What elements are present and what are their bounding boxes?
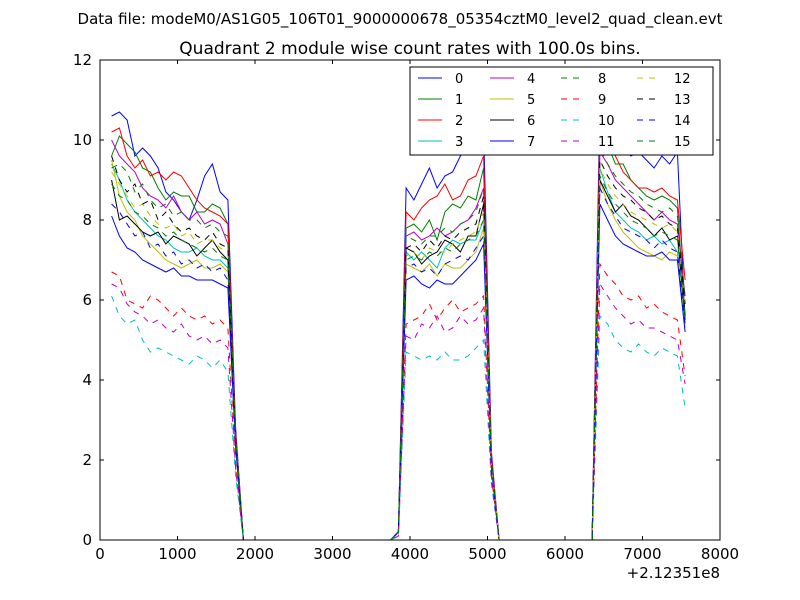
legend-label-13: 13	[674, 93, 691, 108]
legend-label-0: 0	[455, 72, 463, 87]
figure-suptitle: Data file: modeM0/AS1G05_106T01_90000006…	[78, 10, 723, 29]
x-tick-label: 1000	[158, 545, 196, 563]
x-tick-label: 2000	[236, 545, 274, 563]
x-tick-label: 0	[95, 545, 105, 563]
legend-label-11: 11	[598, 135, 615, 150]
legend-label-5: 5	[527, 93, 535, 108]
y-tick-label: 4	[82, 371, 92, 389]
legend-label-4: 4	[527, 72, 535, 87]
chart-title: Quadrant 2 module wise count rates with …	[179, 39, 640, 59]
legend-label-8: 8	[598, 72, 606, 87]
legend-label-3: 3	[455, 135, 463, 150]
legend-label-15: 15	[674, 135, 691, 150]
x-tick-label: 3000	[313, 545, 351, 563]
y-tick-label: 6	[82, 291, 92, 309]
series-line-15	[111, 175, 686, 541]
legend-label-7: 7	[527, 135, 535, 150]
y-tick-label: 8	[82, 211, 92, 229]
legend-frame	[409, 66, 714, 156]
legend-label-14: 14	[674, 114, 691, 129]
x-tick-label: 6000	[546, 545, 584, 563]
axis-ticks: 0 1000 2000 3000 4000 5000 6000 7000 80000246810…	[73, 51, 739, 563]
legend-label-12: 12	[674, 72, 691, 87]
y-tick-label: 12	[73, 51, 92, 69]
x-tick-label: 4000	[391, 545, 429, 563]
y-tick-label: 0	[82, 531, 92, 549]
x-offset-label: +2.12351e8	[627, 564, 720, 582]
legend-label-2: 2	[455, 114, 463, 129]
legend-label-6: 6	[527, 114, 535, 129]
x-tick-label: 7000	[623, 545, 661, 563]
x-tick-label: 5000	[468, 545, 506, 563]
legend-label-9: 9	[598, 93, 606, 108]
y-tick-label: 2	[82, 451, 92, 469]
series-line-8	[111, 147, 686, 541]
legend-label-10: 10	[598, 114, 615, 129]
legend-label-1: 1	[455, 93, 463, 108]
x-tick-label: 8000	[701, 545, 739, 563]
y-tick-label: 10	[73, 131, 92, 149]
